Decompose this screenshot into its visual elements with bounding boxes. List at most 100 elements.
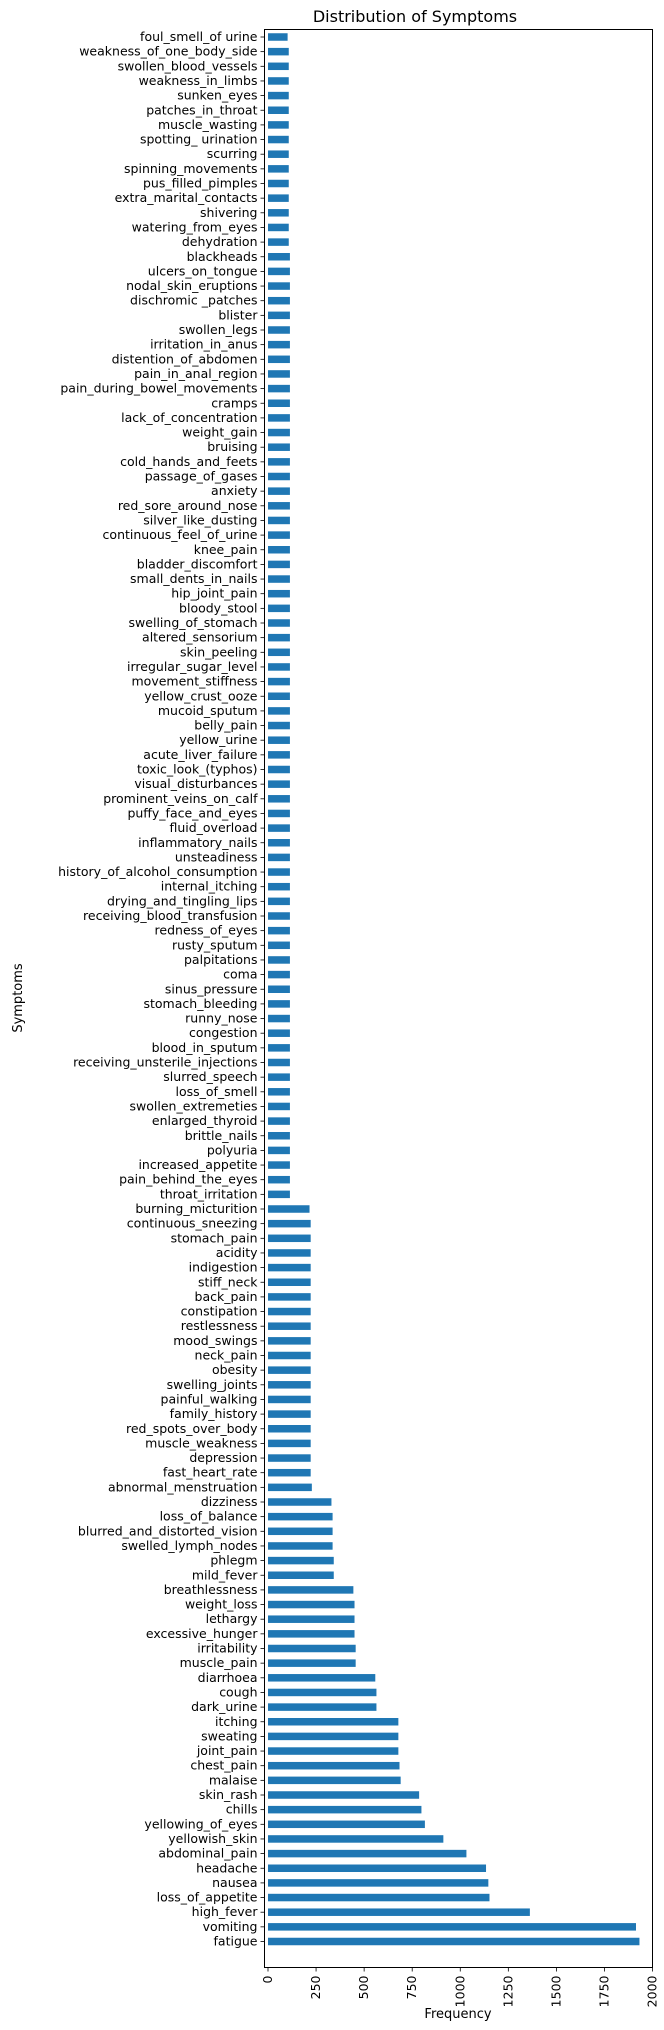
bar [268, 414, 290, 422]
bar [268, 912, 290, 920]
y-tick-label: ulcers_on_tongue [148, 263, 258, 278]
bar [268, 1542, 333, 1550]
y-tick-label: knee_pain [194, 542, 258, 557]
x-tick-label: 1500 [548, 1975, 563, 2007]
bar [268, 1205, 310, 1213]
y-tick-label: rusty_sputum [172, 937, 258, 952]
bar [268, 1703, 377, 1711]
x-axis-label: Frequency [424, 2007, 491, 2022]
x-tick-label: 750 [404, 1975, 419, 1999]
x-tick-label: 1000 [452, 1975, 467, 2007]
bar [268, 1146, 290, 1155]
y-tick-label: acute_liver_failure [143, 747, 258, 762]
bar [268, 282, 290, 290]
y-tick-label: weight_loss [185, 1597, 258, 1612]
bar [268, 1337, 311, 1345]
y-tick-label: foul_smell_of urine [140, 29, 258, 44]
y-tick-label: movement_stiffness [132, 674, 258, 689]
y-tick-label: high_fever [192, 1904, 259, 1919]
y-tick-label: polyuria [207, 1142, 258, 1157]
bar [268, 91, 289, 100]
y-tick-label: lethargy [206, 1611, 259, 1626]
y-tick-label: muscle_weakness [145, 1435, 257, 1450]
y-tick-label: mild_fever [192, 1567, 258, 1582]
bar [268, 751, 290, 759]
bar [268, 765, 290, 774]
y-tick-label: swelling_of_stomach [129, 615, 258, 630]
y-tick-label: weight_gain [182, 425, 257, 440]
y-tick-label: continuous_sneezing [127, 1216, 258, 1231]
bar [268, 1410, 311, 1418]
y-tick-label: palpitations [184, 952, 258, 967]
y-tick-label: inflammatory_nails [138, 835, 257, 850]
bar [268, 839, 290, 847]
x-ticks: 0 250 500 750 1000 1250 1500 1750 2000 [260, 1967, 660, 2007]
bar [268, 1132, 290, 1140]
y-tick-label: congestion [189, 1025, 258, 1040]
y-tick-label: passage_of_gases [145, 469, 258, 484]
bar [268, 1117, 290, 1125]
bar [268, 1805, 422, 1814]
y-tick-label: depression [189, 1450, 257, 1465]
bar [268, 1644, 356, 1653]
y-tick-label: acidity [216, 1245, 258, 1260]
y-tick-label: abdominal_pain [158, 1846, 257, 1861]
bar [268, 1395, 311, 1404]
y-tick-label: spinning_movements [124, 161, 257, 176]
y-tick-label: redness_of_eyes [155, 923, 258, 938]
bar [268, 1923, 636, 1931]
y-tick-label: bloody_stool [179, 600, 257, 615]
bar [268, 1791, 420, 1799]
bar [268, 1820, 425, 1829]
y-tick-label: loss_of_balance [160, 1509, 258, 1524]
bar [268, 1937, 640, 1946]
y-tick-label: phlegm [210, 1553, 257, 1568]
y-tick-label: vomiting [203, 1919, 258, 1934]
bar [268, 692, 290, 700]
bar [268, 296, 290, 305]
y-tick-label: family_history [170, 1406, 258, 1421]
y-tick-label: pain_behind_the_eyes [119, 1172, 257, 1187]
bar [268, 1293, 311, 1301]
y-tick-label: blood_in_sputum [152, 1040, 258, 1055]
y-tick-label: constipation [181, 1304, 258, 1319]
y-tick-label: weakness_of_one_body_side [79, 44, 258, 59]
y-tick-label: sunken_eyes [177, 88, 257, 103]
bar [268, 1761, 400, 1770]
y-tick-label: chest_pain [190, 1758, 257, 1773]
y-tick-label: fatigue [214, 1934, 258, 1949]
y-tick-label: blurred_and_distorted_vision [78, 1523, 258, 1538]
bar [268, 824, 290, 832]
bar [268, 1381, 311, 1389]
bar [268, 135, 289, 144]
bar [268, 1688, 377, 1697]
bar [268, 194, 289, 202]
bar [268, 165, 289, 173]
bar [268, 1849, 467, 1858]
bar [268, 1219, 311, 1228]
y-tick-label: extra_marital_contacts [115, 190, 258, 205]
y-tick-label: muscle_wasting [158, 117, 258, 132]
bar [268, 1058, 290, 1067]
y-tick-label: dizziness [201, 1494, 258, 1509]
y-tick-label: back_pain [195, 1289, 258, 1304]
y-tick-label: stomach_pain [171, 1230, 258, 1245]
y-tick-label: yellow_crust_ooze [144, 688, 258, 703]
bar [268, 1322, 311, 1330]
y-tick-label: breathlessness [164, 1582, 258, 1597]
bar [268, 1732, 399, 1741]
y-tick-label: coma [223, 967, 257, 982]
y-tick-label: skin_rash [199, 1787, 258, 1802]
y-tick-label: burning_micturition [135, 1201, 257, 1216]
plot-frame [264, 29, 653, 1968]
y-tick-label: lack_of_concentration [121, 410, 257, 425]
bar [268, 1571, 334, 1579]
y-tick-label: muscle_pain [180, 1655, 258, 1670]
y-tick-label: sweating [201, 1728, 257, 1743]
x-tick-label: 1250 [500, 1975, 515, 2007]
y-tick-label: increased_appetite [138, 1157, 257, 1172]
y-tick-label: loss_of_smell [175, 1084, 257, 1099]
y-tick-label: visual_disturbances [134, 776, 257, 791]
bar [268, 1014, 290, 1023]
